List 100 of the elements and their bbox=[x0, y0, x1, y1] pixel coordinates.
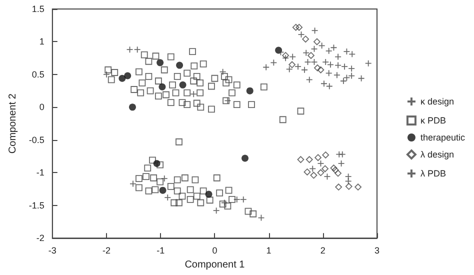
point bbox=[160, 175, 168, 182]
point bbox=[246, 87, 254, 94]
point bbox=[297, 156, 304, 163]
point bbox=[242, 154, 248, 162]
point bbox=[338, 150, 346, 158]
legend-label: λ PDB bbox=[420, 168, 446, 178]
point bbox=[322, 165, 329, 172]
point bbox=[308, 52, 314, 59]
point bbox=[233, 196, 240, 203]
point bbox=[190, 90, 198, 98]
point bbox=[212, 207, 220, 214]
point bbox=[330, 164, 338, 172]
point bbox=[134, 46, 141, 54]
x-tick-label: 2 bbox=[320, 246, 326, 256]
y-tick-label: 0.5 bbox=[32, 69, 44, 80]
point bbox=[156, 59, 164, 66]
y-tick-label: 1.5 bbox=[32, 4, 44, 14]
point bbox=[126, 46, 134, 54]
point bbox=[118, 74, 126, 82]
point bbox=[298, 31, 305, 38]
point bbox=[306, 76, 313, 84]
point bbox=[324, 173, 331, 180]
point bbox=[348, 65, 356, 72]
x-tick-label: 3 bbox=[374, 246, 380, 256]
y-tick-label: -1 bbox=[36, 168, 44, 178]
point bbox=[224, 97, 232, 104]
point bbox=[310, 45, 318, 52]
point bbox=[317, 169, 324, 176]
point bbox=[179, 81, 186, 88]
point bbox=[358, 74, 365, 82]
point bbox=[164, 194, 172, 201]
point bbox=[258, 214, 265, 222]
point bbox=[306, 156, 313, 163]
point bbox=[124, 72, 132, 80]
point bbox=[314, 64, 321, 72]
point bbox=[325, 70, 332, 77]
y-axis-title: Component 2 bbox=[8, 93, 18, 154]
point bbox=[292, 24, 300, 31]
point bbox=[314, 154, 322, 162]
point bbox=[128, 104, 136, 111]
point bbox=[310, 172, 318, 179]
point bbox=[310, 58, 318, 66]
point bbox=[282, 52, 290, 59]
point bbox=[335, 184, 342, 190]
point bbox=[317, 66, 324, 74]
x-tick-label: 1 bbox=[266, 246, 272, 256]
point bbox=[338, 160, 345, 167]
point bbox=[345, 182, 352, 190]
point bbox=[302, 49, 310, 56]
y-tick-label: -2 bbox=[36, 233, 44, 244]
point bbox=[334, 170, 342, 177]
x-axis-title: Component 1 bbox=[184, 260, 246, 270]
point bbox=[153, 160, 160, 167]
point bbox=[289, 53, 296, 60]
point bbox=[130, 180, 136, 188]
point bbox=[219, 68, 226, 76]
point bbox=[301, 66, 308, 74]
point bbox=[288, 61, 296, 68]
point bbox=[330, 44, 338, 52]
x-tick-label: -2 bbox=[102, 246, 111, 256]
x-tick-label: -3 bbox=[48, 246, 56, 256]
y-tick-label: 1 bbox=[39, 36, 44, 47]
point bbox=[159, 186, 166, 194]
y-tick-label: -1.5 bbox=[28, 200, 44, 210]
point bbox=[205, 190, 212, 198]
point bbox=[318, 42, 326, 50]
point bbox=[262, 64, 270, 71]
x-tick-label: -1 bbox=[156, 246, 165, 256]
point bbox=[322, 152, 330, 158]
point bbox=[343, 74, 350, 82]
point bbox=[348, 72, 356, 80]
point bbox=[282, 54, 290, 62]
point bbox=[314, 38, 320, 46]
point bbox=[311, 27, 318, 34]
point bbox=[332, 166, 339, 174]
point bbox=[354, 184, 362, 190]
point bbox=[344, 178, 352, 185]
point bbox=[334, 53, 342, 60]
legend-label: therapeutic bbox=[420, 132, 466, 142]
legend-label: λ design bbox=[420, 150, 454, 160]
point bbox=[220, 199, 228, 206]
point bbox=[296, 24, 303, 31]
point bbox=[176, 62, 184, 69]
point bbox=[240, 196, 247, 203]
legend-label: κ design bbox=[420, 96, 454, 106]
point bbox=[270, 59, 278, 66]
point bbox=[309, 165, 316, 172]
point bbox=[158, 83, 166, 90]
point bbox=[334, 62, 342, 69]
legend-label: κ PDB bbox=[420, 116, 446, 126]
point bbox=[304, 168, 311, 176]
y-tick-label: -0.5 bbox=[28, 134, 44, 145]
point bbox=[304, 58, 312, 66]
point bbox=[344, 173, 352, 180]
point bbox=[317, 160, 324, 167]
point bbox=[302, 36, 310, 43]
point bbox=[325, 47, 332, 54]
y-tick-label: 0 bbox=[39, 102, 44, 112]
point bbox=[286, 66, 293, 73]
x-tick-label: 0 bbox=[212, 246, 218, 256]
